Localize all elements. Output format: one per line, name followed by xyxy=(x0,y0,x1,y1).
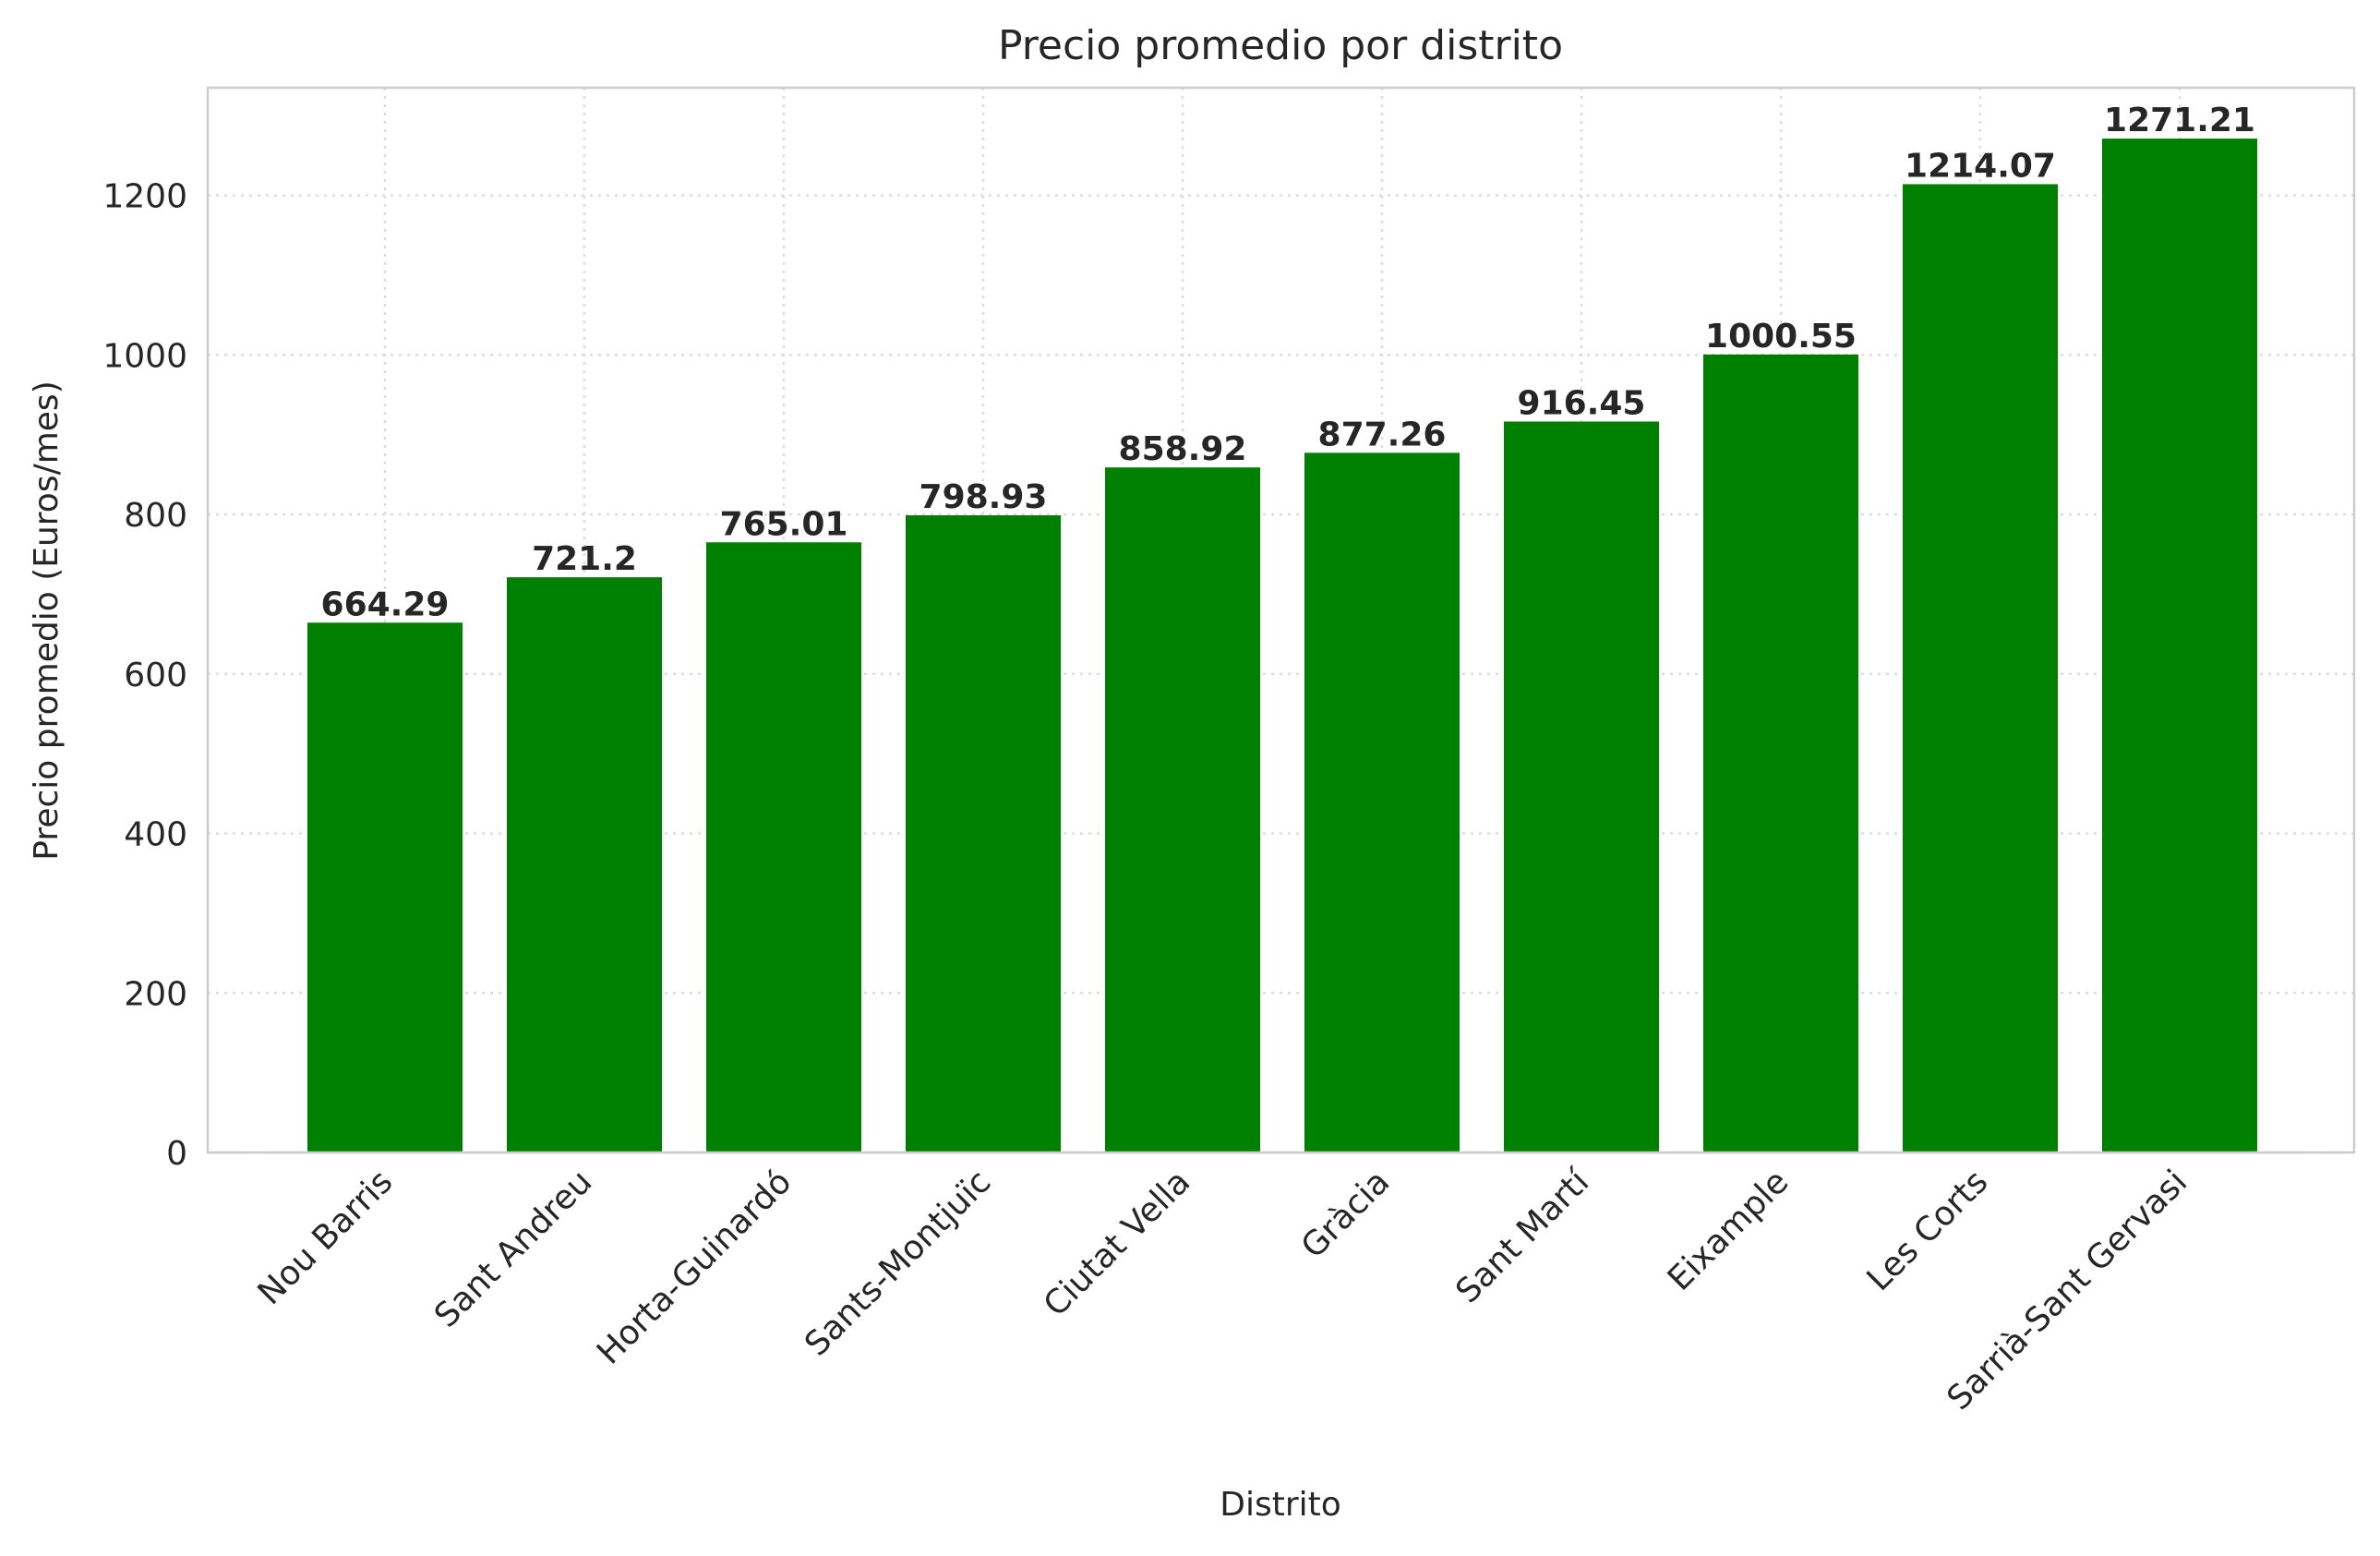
x-tick-label: Eixample xyxy=(1661,1163,1797,1298)
bar-value-label: 916.45 xyxy=(1518,384,1646,422)
bar-value-label: 1000.55 xyxy=(1705,318,1857,356)
y-tick-label: 400 xyxy=(124,816,187,854)
bar-value-label: 877.26 xyxy=(1318,416,1447,453)
x-tick-label: Sant Martí xyxy=(1448,1163,1597,1311)
plot-frame xyxy=(206,86,2356,1154)
x-tick-label: Gràcia xyxy=(1294,1163,1397,1265)
bar-value-label: 1271.21 xyxy=(2104,102,2255,139)
x-tick-label: Sant Andreu xyxy=(427,1163,599,1334)
bar xyxy=(307,622,463,1152)
chart-title: Precio promedio por distrito xyxy=(998,22,1563,69)
bar xyxy=(906,514,1061,1152)
y-tick-label: 600 xyxy=(124,657,187,694)
bar-value-label: 721.2 xyxy=(532,540,637,578)
y-tick-label: 1000 xyxy=(102,337,187,375)
bar xyxy=(1703,354,1858,1152)
bar xyxy=(1504,421,1659,1152)
bar xyxy=(1105,467,1260,1152)
bar-value-label: 798.93 xyxy=(920,478,1048,516)
bar xyxy=(507,577,662,1152)
x-tick-label: Ciutat Vella xyxy=(1037,1163,1197,1323)
bars-layer xyxy=(307,139,2257,1153)
x-axis-title: Distrito xyxy=(1220,1486,1341,1524)
y-tick-label: 800 xyxy=(124,497,187,535)
x-tick-label: Sants-Montjuïc xyxy=(798,1163,998,1363)
bar-value-label: 664.29 xyxy=(321,585,450,623)
x-tick-label: Horta-Guinardó xyxy=(590,1163,799,1371)
bar xyxy=(1903,184,2058,1153)
y-axis-title: Precio promedio (Euros/mes) xyxy=(28,380,66,860)
x-tick-label: Les Corts xyxy=(1860,1163,1996,1298)
bar xyxy=(706,542,861,1152)
bar-value-label: 1214.07 xyxy=(1905,147,2056,185)
x-tick-labels: Nou Barris Sant AndreuHorta-GuinardóSants… xyxy=(251,1163,2195,1418)
y-tick-label: 0 xyxy=(166,1135,187,1173)
y-tick-label: 200 xyxy=(124,975,187,1013)
bar-value-label: 858.92 xyxy=(1119,430,1247,468)
bar xyxy=(2102,139,2257,1153)
y-tick-label: 1200 xyxy=(102,178,187,216)
bar xyxy=(1304,452,1460,1152)
y-tick-labels: 0 200 400 600 800 1000 1200 xyxy=(102,178,187,1173)
data-labels: 664.29 721.2 765.01 798.93 858.92 877.26 916.4… xyxy=(321,102,2255,623)
x-tick-label: Nou Barris xyxy=(251,1163,401,1312)
bar-value-label: 765.01 xyxy=(720,505,848,543)
